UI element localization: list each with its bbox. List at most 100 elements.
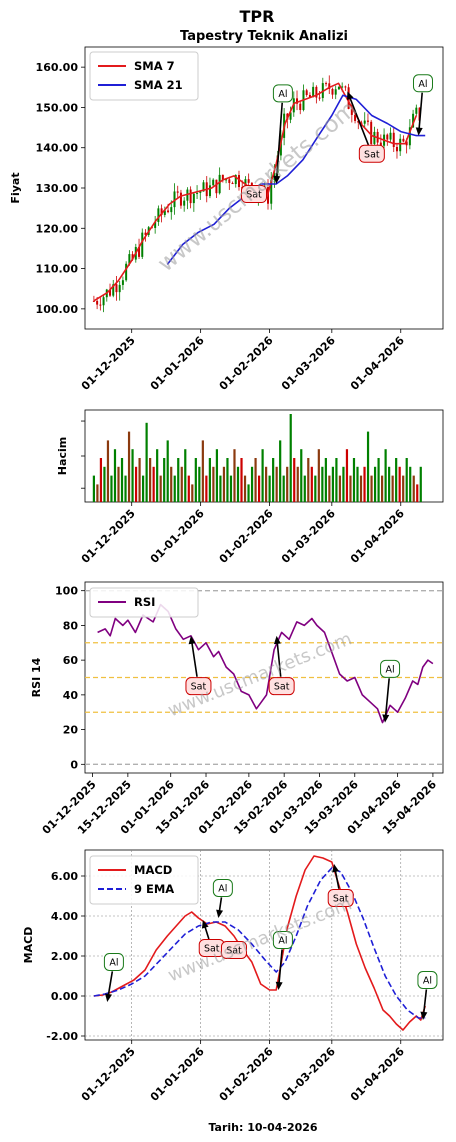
- price-annotation-arrow: [275, 102, 284, 180]
- macd-annotation-label: Al: [423, 976, 432, 987]
- price-candle-body: [328, 83, 331, 89]
- volume-bar: [173, 475, 176, 502]
- volume-bar: [391, 475, 394, 502]
- price-candle-body: [415, 107, 418, 114]
- macd-legend: [89, 855, 199, 905]
- macd-y-tick-label: 4.00: [51, 910, 78, 923]
- price-x-tick-label: 01-04-2026: [348, 334, 407, 393]
- rsi-annotation-arrow: [384, 678, 390, 718]
- price-candle-body: [157, 208, 160, 222]
- price-candle-body: [112, 284, 115, 296]
- price-annotation-arrowhead: [273, 175, 281, 184]
- macd-annotation-arrowhead: [105, 993, 113, 1002]
- price-candle-body: [296, 98, 299, 104]
- volume-bar: [103, 466, 106, 502]
- price-annotation-box: [358, 144, 385, 163]
- volume-bar: [384, 449, 387, 502]
- volume-bar: [99, 458, 103, 502]
- price-annotation-arrowhead: [415, 127, 423, 136]
- price-candle-body: [305, 90, 308, 96]
- macd-annotation-label: Al: [278, 936, 287, 947]
- rsi-legend-entry: RSI: [134, 595, 155, 609]
- price-candle-body: [308, 95, 311, 98]
- price-candle-body: [366, 120, 369, 122]
- volume-bar: [113, 449, 117, 502]
- volume-y-axis-label: Hacim: [56, 437, 69, 475]
- price-candle-body: [395, 146, 398, 152]
- macd-y-tick-label: 6.00: [51, 870, 78, 883]
- volume-bar: [342, 466, 345, 502]
- rsi-y-axis-label: RSI 14: [30, 657, 43, 697]
- rsi-y-tick-label: 20: [63, 724, 79, 737]
- volume-bar: [236, 466, 240, 502]
- macd-annotation-arrowhead: [216, 909, 224, 918]
- volume-bar: [226, 458, 229, 502]
- macd-annotation-box: [212, 879, 233, 897]
- price-x-tick-label: 01-02-2026: [217, 334, 276, 393]
- volume-bar: [240, 458, 243, 502]
- price-candle-body: [115, 284, 118, 293]
- price-candle-body: [312, 86, 315, 98]
- price-candle-body: [379, 142, 382, 146]
- volume-bar: [331, 466, 334, 502]
- macd-annotation-label: Sat: [204, 944, 220, 955]
- volume-bar: [134, 466, 138, 502]
- price-candle-body: [163, 210, 166, 215]
- chart-title: TPR: [240, 7, 275, 26]
- volume-bar: [261, 449, 264, 502]
- price-candle-body: [370, 121, 373, 144]
- volume-bar: [373, 466, 377, 502]
- volume-bar: [324, 458, 327, 502]
- volume-bar: [257, 475, 261, 502]
- volume-bar: [265, 466, 268, 502]
- price-candle-body: [289, 112, 292, 120]
- volume-x-tick-label: 01-01-2026: [148, 507, 207, 566]
- rsi-annotation-box: [380, 659, 401, 678]
- macd-panel: MACD -2.00 0.00 2.00 4.00 6.00 01-12-2025 01-01…: [22, 849, 444, 1104]
- volume-bar: [388, 466, 391, 502]
- price-annotation-label: Sat: [364, 149, 380, 160]
- price-candle-body: [408, 127, 411, 146]
- volume-bar: [201, 440, 204, 502]
- volume-bar: [272, 458, 275, 502]
- macd-plot-frame: [84, 849, 444, 1041]
- price-legend: [89, 51, 199, 101]
- price-candle-body: [318, 97, 321, 99]
- volume-bar: [152, 466, 155, 502]
- volume-bar: [229, 475, 233, 502]
- price-candle-body: [412, 113, 415, 128]
- price-annotation-arrowhead: [347, 91, 354, 101]
- volume-bar: [222, 466, 226, 502]
- price-candle-body: [386, 134, 389, 140]
- price-y-tick-label: 150.00: [36, 101, 79, 114]
- rsi-y-tick-label: 40: [63, 689, 79, 702]
- price-candle-body: [170, 207, 173, 213]
- volume-bar: [110, 475, 113, 502]
- price-annotation-box: [240, 185, 267, 204]
- price-candle-body: [344, 86, 347, 88]
- price-candle-body: [279, 137, 282, 156]
- volume-bar: [106, 440, 110, 502]
- rsi-annotation-arrowhead: [382, 714, 390, 723]
- volume-bar: [96, 484, 99, 502]
- rsi-y-tick-label: 100: [55, 585, 78, 598]
- price-annotation-label: Al: [278, 89, 287, 100]
- volume-bar: [293, 458, 296, 502]
- price-candle-body: [299, 103, 302, 111]
- price-annotation-box: [272, 84, 293, 103]
- volume-bar: [282, 475, 285, 502]
- macd-legend-entry: MACD: [134, 863, 172, 877]
- volume-bar: [212, 466, 215, 502]
- volume-x-tick-label: 01-04-2026: [348, 507, 407, 566]
- macd-series-9-ema: [93, 867, 426, 1019]
- chart-subtitle: Tapestry Teknik Analizi: [180, 29, 348, 44]
- macd-annotation-arrowhead: [275, 981, 283, 990]
- price-candle-body: [315, 86, 318, 98]
- price-candle-body: [360, 122, 363, 124]
- volume-bar: [92, 475, 95, 502]
- volume-bar: [328, 475, 331, 502]
- macd-y-tick-label: 2.00: [51, 950, 78, 963]
- rsi-y-tick-label: 80: [63, 619, 79, 632]
- volume-bar: [300, 449, 303, 502]
- watermark-price: www.uscmarkets.com: [153, 96, 362, 277]
